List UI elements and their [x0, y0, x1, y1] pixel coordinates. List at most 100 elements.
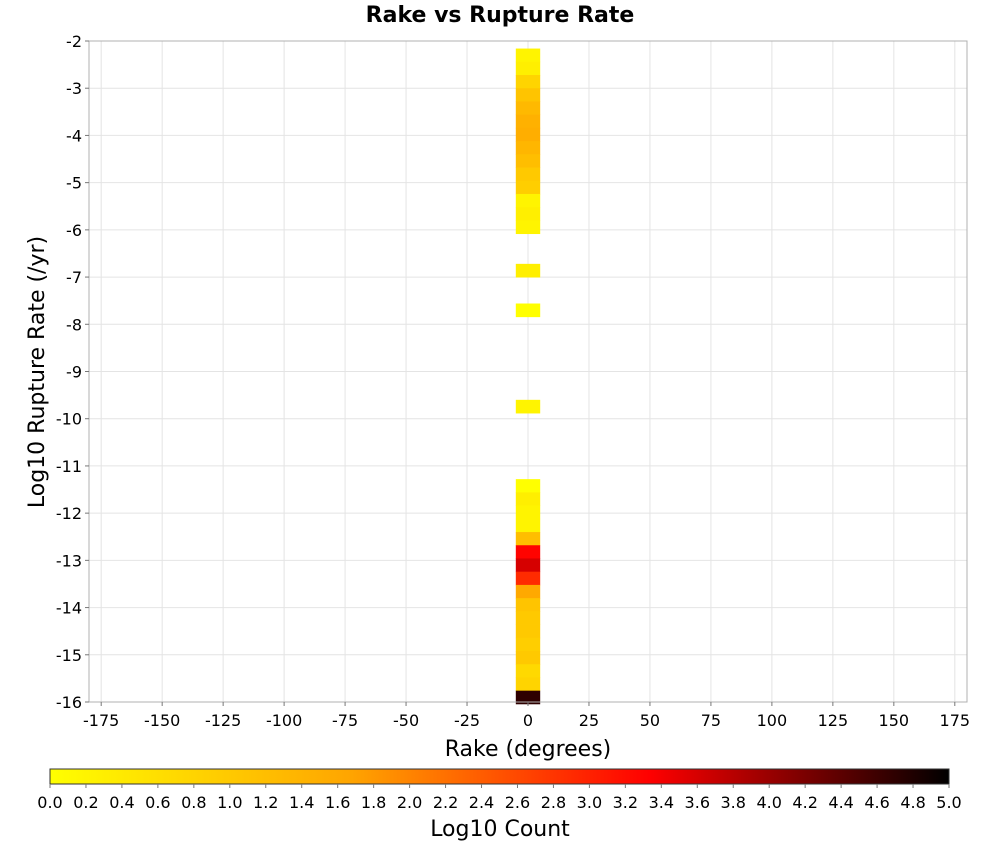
x-tick-label: 0	[523, 711, 533, 730]
heatmap-cell	[515, 558, 541, 573]
heatmap-cell	[515, 584, 541, 599]
heatmap-cell	[515, 88, 541, 102]
y-tick-label: -10	[56, 410, 82, 429]
colorbar-tick-label: 2.2	[433, 793, 458, 812]
heatmap-cell	[515, 532, 541, 546]
x-tick-label: 75	[701, 711, 721, 730]
heatmap-cell	[515, 167, 541, 182]
colorbar-tick-label: 1.6	[325, 793, 350, 812]
colorbar-tick-label: 0.2	[73, 793, 98, 812]
x-axis-title: Rake (degrees)	[445, 737, 612, 762]
heatmap-cell	[515, 48, 541, 63]
heatmap-cell	[515, 505, 541, 520]
heatmap-cell	[515, 61, 541, 76]
colorbar-tick-label: 3.0	[577, 793, 602, 812]
x-tick-label: 50	[640, 711, 660, 730]
colorbar-tick-label: 2.6	[505, 793, 530, 812]
colorbar-tick-label: 2.4	[469, 793, 494, 812]
colorbar-tick-label: 4.0	[756, 793, 781, 812]
y-axis-title: Log10 Rupture Rate (/yr)	[25, 236, 50, 508]
y-tick-label: -3	[66, 79, 82, 98]
colorbar-tick-label: 2.8	[541, 793, 566, 812]
colorbar-tick-label: 1.8	[361, 793, 386, 812]
y-axis-ticks: -2 -3 -4 -5 -6 -7 -8 -9 -10 -11 -12 -13 -14 -15 -16	[56, 32, 89, 712]
x-tick-label: 25	[579, 711, 599, 730]
colorbar-tick-label: 3.4	[649, 793, 674, 812]
y-tick-label: -15	[56, 646, 82, 665]
colorbar-tick-label: 4.2	[792, 793, 817, 812]
colorbar-tick-label: 1.0	[217, 793, 242, 812]
heatmap-cell	[515, 598, 541, 612]
heatmap-cell	[515, 611, 541, 625]
heatmap-cell	[515, 479, 541, 493]
colorbar-tick-label: 1.4	[289, 793, 314, 812]
colorbar-tick-label: 4.8	[900, 793, 925, 812]
heatmap-cell	[515, 220, 541, 235]
colorbar-tick-label: 2.0	[397, 793, 422, 812]
x-axis-ticks: -175 -150 -125 -100 -75 -50 -25 0 25 50 75 100 125 15…	[83, 702, 970, 730]
heatmap-cell	[515, 637, 541, 652]
x-tick-label: -50	[393, 711, 419, 730]
heatmap-cell	[515, 141, 541, 155]
x-tick-label: -75	[332, 711, 358, 730]
x-tick-label: -150	[144, 711, 180, 730]
heatmap-cells	[515, 48, 541, 705]
colorbar-tick-label: 4.6	[864, 793, 889, 812]
heatmap-cell	[515, 193, 541, 208]
heatmap-cell	[515, 492, 541, 506]
heatmap-cell	[515, 651, 541, 665]
heatmap-cell	[515, 207, 541, 221]
heatmap-cell	[515, 571, 541, 586]
y-tick-label: -14	[56, 599, 82, 618]
heatmap-cell	[515, 127, 541, 142]
heatmap-cell	[515, 74, 541, 89]
y-tick-label: -2	[66, 32, 82, 51]
y-tick-label: -12	[56, 504, 82, 523]
heatmap-cell	[515, 664, 541, 678]
x-tick-label: 150	[879, 711, 910, 730]
heatmap-cell	[515, 263, 541, 278]
colorbar-title: Log10 Count	[430, 817, 570, 842]
heatmap-cell	[515, 690, 541, 705]
x-tick-label: 100	[757, 711, 788, 730]
heatmap-cell	[515, 518, 541, 533]
colorbar-tick-label: 3.6	[685, 793, 710, 812]
y-tick-label: -5	[66, 174, 82, 193]
colorbar-tick-label: 3.2	[613, 793, 638, 812]
heatmap-cell	[515, 114, 541, 129]
colorbar-ticks: 0.0 0.2 0.4 0.6 0.8 1.0 1.2 1.4 1.6 1.8 2.0 2.2 2.4 2…	[37, 784, 962, 812]
y-tick-label: -6	[66, 221, 82, 240]
x-tick-label: 125	[818, 711, 849, 730]
x-tick-label: -100	[266, 711, 302, 730]
colorbar-tick-label: 4.4	[828, 793, 853, 812]
colorbar-tick-label: 0.8	[181, 793, 206, 812]
x-tick-label: -125	[205, 711, 241, 730]
y-tick-label: -8	[66, 315, 82, 334]
y-tick-label: -4	[66, 126, 82, 145]
colorbar-tick-label: 0.4	[109, 793, 134, 812]
colorbar	[49, 768, 950, 785]
heatmap-cell	[515, 624, 541, 639]
heatmap-cell	[515, 545, 541, 559]
heatmap-cell	[515, 101, 541, 116]
heatmap-cell	[515, 154, 541, 168]
x-tick-label: -175	[83, 711, 119, 730]
colorbar-tick-label: 0.0	[37, 793, 62, 812]
colorbar-tick-label: 3.8	[721, 793, 746, 812]
heatmap-cell	[515, 303, 541, 318]
y-tick-label: -7	[66, 268, 82, 287]
x-tick-label: -25	[454, 711, 480, 730]
heatmap-cell	[515, 180, 541, 195]
y-tick-label: -11	[56, 457, 82, 476]
colorbar-tick-label: 0.6	[145, 793, 170, 812]
heatmap-cell	[515, 399, 541, 414]
chart-title: Rake vs Rupture Rate	[366, 3, 635, 28]
colorbar-tick-label: 5.0	[936, 793, 961, 812]
colorbar-tick-label: 1.2	[253, 793, 278, 812]
y-tick-label: -13	[56, 551, 82, 570]
heatmap-cell	[515, 677, 541, 692]
y-tick-label: -16	[56, 693, 82, 712]
y-tick-label: -9	[66, 363, 82, 382]
x-tick-label: 175	[940, 711, 971, 730]
